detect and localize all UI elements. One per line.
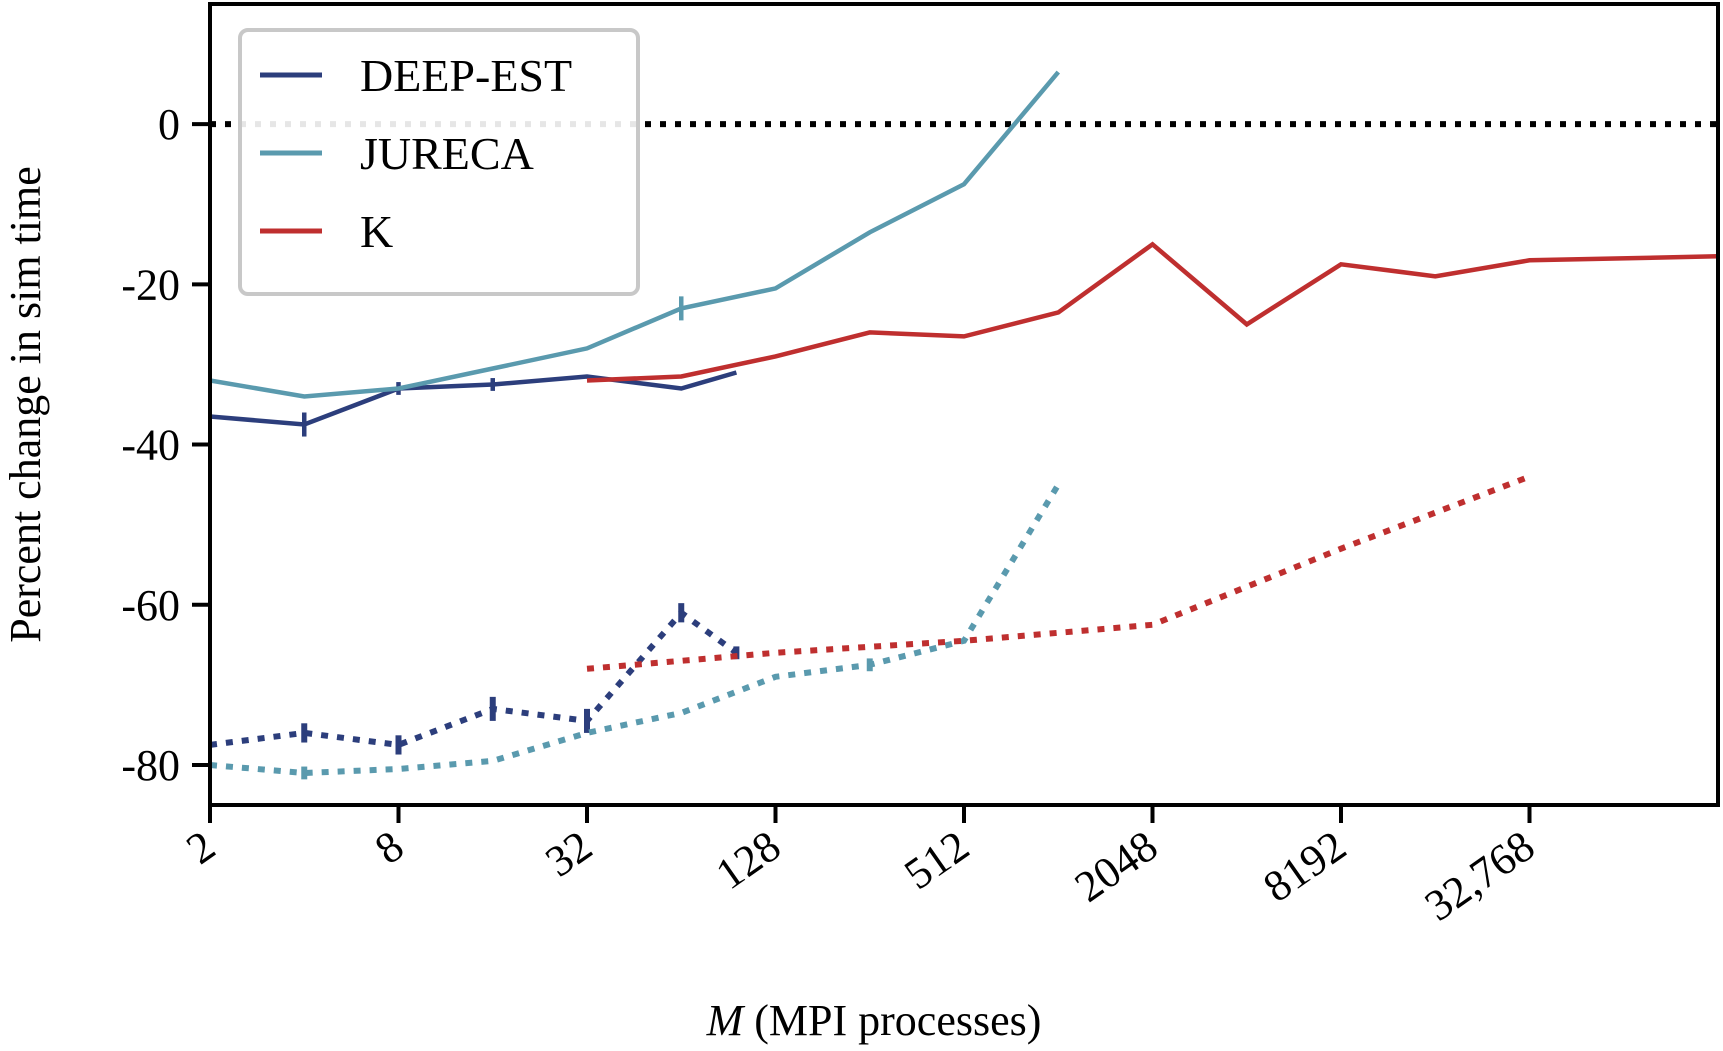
y-axis-title: Percent change in sim time: [1, 166, 50, 643]
x-axis-title-variable: M: [706, 996, 746, 1045]
x-tick-label-0: 2: [178, 821, 224, 874]
x-tick-label-2: 32: [537, 821, 601, 886]
series-line-5: [586, 473, 1531, 672]
legend: DEEP-EST JURECA K: [238, 28, 640, 296]
series-line-4: [210, 483, 1061, 777]
series-line-3: [210, 608, 739, 748]
y-tick-label-3: -60: [121, 581, 180, 630]
legend-box: [238, 28, 640, 296]
x-tick-label-4: 512: [896, 821, 978, 899]
series-layer: [210, 70, 1718, 780]
y-tick-label-4: -80: [121, 741, 180, 790]
series-line-0: [210, 370, 738, 427]
legend-label-2: K: [360, 206, 393, 257]
y-tick-label-0: 0: [158, 100, 180, 149]
series-line-2: [586, 241, 1718, 383]
series-line-1: [210, 70, 1061, 399]
x-tick-label-1: 8: [366, 821, 412, 874]
x-tick-label-5: 2048: [1066, 821, 1166, 912]
legend-label-1: JURECA: [360, 128, 534, 179]
x-tick-label-7: 32,768: [1416, 821, 1543, 931]
y-tick-label-2: -40: [121, 421, 180, 470]
x-tick-label-3: 128: [707, 821, 789, 899]
x-tick-label-6: 8192: [1255, 821, 1355, 912]
legend-label-0: DEEP-EST: [360, 50, 572, 101]
y-tick-label-1: -20: [121, 260, 180, 309]
x-axis-title: M (MPI processes): [706, 996, 1042, 1045]
x-axis-title-rest: (MPI processes): [743, 996, 1041, 1045]
